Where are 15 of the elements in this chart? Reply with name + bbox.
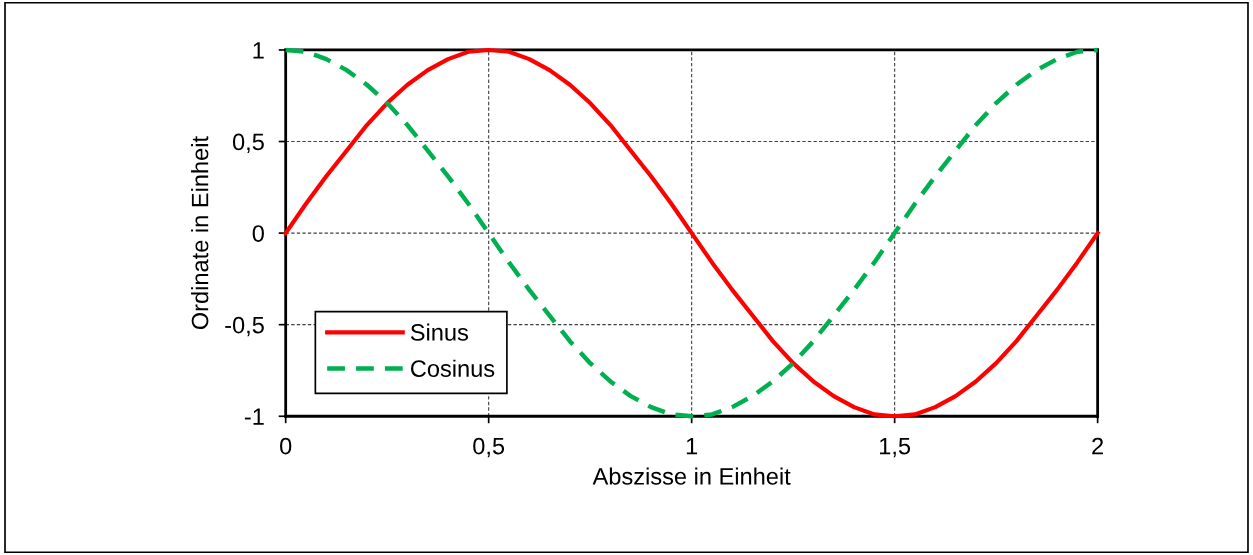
x-tick-label: 1,5 xyxy=(880,437,911,458)
x-tick-label: 0,5 xyxy=(473,437,505,458)
x-tick-label: 1 xyxy=(686,437,698,455)
y-tick-label: 0,5 xyxy=(232,133,264,154)
legend-label: Cosinus xyxy=(411,359,495,377)
x-tick-label: 0 xyxy=(280,437,292,455)
y-tick-label: -0,5 xyxy=(225,316,264,337)
y-tick-label: 0 xyxy=(252,225,264,242)
x-axis-title: Abszisse in Einheit xyxy=(592,467,791,485)
y-axis-title: Ordinate in Einheit xyxy=(191,136,209,330)
y-tick-label: -1 xyxy=(244,408,264,425)
x-tick-label: 2 xyxy=(1092,437,1104,455)
line-series xyxy=(283,47,1100,419)
legend-label: Sinus xyxy=(410,323,469,341)
y-tick-label: 1 xyxy=(253,42,264,59)
